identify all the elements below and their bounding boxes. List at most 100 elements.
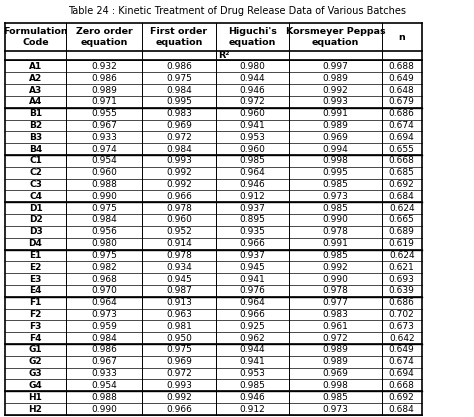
- Text: 0.913: 0.913: [166, 298, 192, 307]
- Text: 0.960: 0.960: [166, 216, 192, 224]
- Text: 0.688: 0.688: [389, 62, 415, 71]
- Text: G1: G1: [29, 345, 42, 354]
- Text: C4: C4: [29, 192, 42, 201]
- Text: 0.968: 0.968: [91, 274, 117, 284]
- Text: 0.984: 0.984: [91, 334, 117, 343]
- Text: C3: C3: [29, 180, 42, 189]
- Text: 0.988: 0.988: [91, 393, 117, 402]
- Text: 0.953: 0.953: [239, 133, 265, 142]
- Text: 0.944: 0.944: [239, 345, 265, 354]
- Text: 0.989: 0.989: [322, 74, 348, 83]
- Text: n: n: [398, 33, 405, 42]
- Text: 0.969: 0.969: [322, 133, 348, 142]
- Text: 0.995: 0.995: [322, 168, 348, 177]
- Text: E4: E4: [29, 286, 42, 295]
- Text: First order
equation: First order equation: [150, 28, 208, 47]
- Text: 0.684: 0.684: [389, 404, 415, 414]
- Text: 0.642: 0.642: [389, 334, 415, 343]
- Text: 0.946: 0.946: [239, 85, 265, 95]
- Text: 0.985: 0.985: [239, 381, 265, 390]
- Text: 0.987: 0.987: [166, 286, 192, 295]
- Text: 0.984: 0.984: [166, 85, 192, 95]
- Text: B1: B1: [29, 109, 42, 118]
- Text: B2: B2: [29, 121, 42, 130]
- Text: 0.975: 0.975: [91, 203, 117, 213]
- Text: 0.914: 0.914: [166, 239, 192, 248]
- Text: 0.668: 0.668: [389, 156, 415, 166]
- Text: 0.969: 0.969: [166, 357, 192, 366]
- Text: 0.960: 0.960: [91, 168, 117, 177]
- Text: 0.954: 0.954: [91, 381, 117, 390]
- Text: G3: G3: [29, 369, 42, 378]
- Text: H1: H1: [28, 393, 43, 402]
- Text: D4: D4: [28, 239, 43, 248]
- Text: 0.933: 0.933: [91, 133, 117, 142]
- Text: 0.998: 0.998: [322, 381, 348, 390]
- Text: 0.986: 0.986: [91, 74, 117, 83]
- Text: 0.975: 0.975: [166, 345, 192, 354]
- Text: 0.955: 0.955: [91, 109, 117, 118]
- Text: E2: E2: [29, 263, 42, 272]
- Text: 0.964: 0.964: [239, 168, 265, 177]
- Text: 0.966: 0.966: [166, 192, 192, 201]
- Text: E1: E1: [29, 251, 42, 260]
- Text: 0.984: 0.984: [91, 216, 117, 224]
- Text: 0.686: 0.686: [389, 298, 415, 307]
- Text: 0.648: 0.648: [389, 85, 415, 95]
- Text: 0.967: 0.967: [91, 357, 117, 366]
- Text: Higuchi's
equation: Higuchi's equation: [228, 28, 277, 47]
- Text: 0.962: 0.962: [239, 334, 265, 343]
- Text: 0.895: 0.895: [239, 216, 265, 224]
- Text: 0.990: 0.990: [91, 404, 117, 414]
- Text: 0.985: 0.985: [322, 251, 348, 260]
- Text: 0.973: 0.973: [322, 192, 348, 201]
- Text: 0.959: 0.959: [91, 322, 117, 331]
- Text: 0.934: 0.934: [166, 263, 192, 272]
- Text: 0.978: 0.978: [166, 251, 192, 260]
- Text: 0.991: 0.991: [322, 109, 348, 118]
- Text: D1: D1: [28, 203, 43, 213]
- Text: 0.991: 0.991: [322, 239, 348, 248]
- Text: 0.978: 0.978: [322, 286, 348, 295]
- Text: 0.685: 0.685: [389, 168, 415, 177]
- Text: C1: C1: [29, 156, 42, 166]
- Text: 0.933: 0.933: [91, 369, 117, 378]
- Text: 0.989: 0.989: [322, 357, 348, 366]
- Text: 0.985: 0.985: [322, 393, 348, 402]
- Text: 0.983: 0.983: [322, 310, 348, 319]
- Text: 0.970: 0.970: [91, 286, 117, 295]
- Text: 0.954: 0.954: [91, 156, 117, 166]
- Text: 0.649: 0.649: [389, 345, 415, 354]
- Text: 0.974: 0.974: [91, 145, 117, 153]
- Text: 0.992: 0.992: [322, 263, 348, 272]
- Text: 0.986: 0.986: [91, 345, 117, 354]
- Text: 0.982: 0.982: [91, 263, 117, 272]
- Text: 0.963: 0.963: [166, 310, 192, 319]
- Text: 0.692: 0.692: [389, 393, 415, 402]
- Text: 0.966: 0.966: [239, 239, 265, 248]
- Text: 0.937: 0.937: [239, 203, 265, 213]
- Text: 0.969: 0.969: [166, 121, 192, 130]
- Text: 0.668: 0.668: [389, 381, 415, 390]
- Text: 0.992: 0.992: [166, 393, 192, 402]
- Text: 0.702: 0.702: [389, 310, 415, 319]
- Text: 0.978: 0.978: [322, 227, 348, 236]
- Text: Zero order
equation: Zero order equation: [76, 28, 133, 47]
- Text: 0.945: 0.945: [166, 274, 192, 284]
- Text: R²: R²: [219, 51, 229, 60]
- Text: 0.966: 0.966: [166, 404, 192, 414]
- Text: 0.985: 0.985: [239, 156, 265, 166]
- Text: 0.941: 0.941: [239, 274, 265, 284]
- Text: 0.989: 0.989: [322, 121, 348, 130]
- Text: 0.655: 0.655: [389, 145, 415, 153]
- Text: 0.989: 0.989: [91, 85, 117, 95]
- Text: 0.990: 0.990: [322, 216, 348, 224]
- Text: 0.956: 0.956: [91, 227, 117, 236]
- Text: 0.972: 0.972: [239, 97, 265, 106]
- Text: 0.978: 0.978: [166, 203, 192, 213]
- Text: 0.967: 0.967: [91, 121, 117, 130]
- Text: 0.692: 0.692: [389, 180, 415, 189]
- Text: 0.992: 0.992: [166, 180, 192, 189]
- Text: 0.966: 0.966: [239, 310, 265, 319]
- Text: Korsmeyer Peppas
equation: Korsmeyer Peppas equation: [285, 28, 385, 47]
